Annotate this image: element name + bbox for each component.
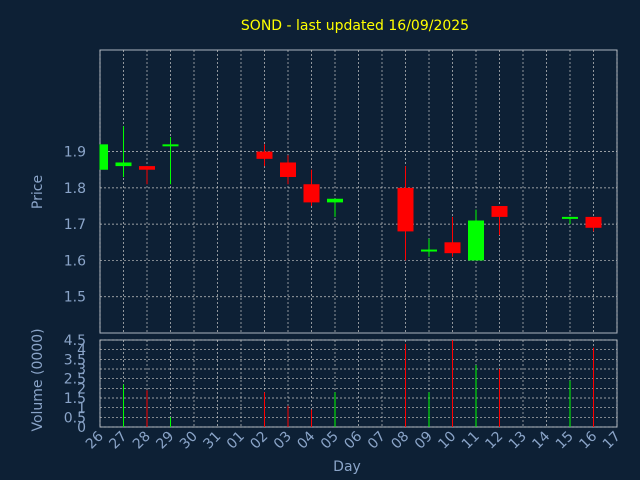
x-tick-label: 05 [318,429,342,453]
x-tick-label: 30 [177,429,201,453]
volume-tick-label: 3 [77,362,86,378]
price-tick-label: 1.8 [64,181,86,197]
volume-tick-label: 1.5 [64,391,86,407]
x-tick-label: 31 [200,429,224,453]
volume-tick-label: 0 [77,420,86,436]
candle-body [139,166,155,170]
price-panel: 1.5 1.6 1.7 1.8 1.9 [64,49,618,334]
candle-body [280,162,296,177]
x-tick-label: 29 [153,429,177,453]
x-tick-label: 28 [130,429,154,453]
candle-body [444,242,461,254]
x-tick-label: 02 [247,429,271,453]
candle-body [421,249,437,252]
volume-tick-label: 4.5 [64,333,86,349]
x-tick-label: 27 [106,429,130,453]
x-tick-label: 13 [506,429,530,453]
x-tick-label: 08 [388,429,412,453]
candle-body [100,144,108,170]
x-tick-label: 03 [271,429,295,453]
candle-body [256,151,273,159]
volume-tick-label: 0.5 [64,410,86,426]
x-tick-label: 11 [459,429,483,453]
x-tick-label: 26 [83,428,107,452]
price-tick-label: 1.6 [64,253,86,269]
x-tick-label: 17 [600,429,624,453]
volume-axis-label: Volume (0000) [30,328,46,431]
x-tick-label: 06 [341,428,365,452]
candle-body [303,184,320,203]
price-axis-label: Price [30,175,46,209]
x-axis: 26 27 28 29 30 31 01 02 03 04 05 06 07 08 09 10 11 12 13 14… [83,428,624,452]
volume-panel: 00.511.522.533.544.5 [64,333,618,436]
candle-body [162,144,179,147]
x-tick-label: 09 [412,429,436,453]
x-tick-label: 16 [576,428,600,452]
x-tick-label: 12 [482,429,506,453]
x-tick-label: 15 [553,429,577,453]
candle-body [562,216,578,219]
x-tick-label: 07 [365,429,389,453]
candle-body [327,198,343,203]
candle-body [585,216,602,228]
price-tick-label: 1.5 [64,290,86,306]
candle-body [491,206,508,217]
x-tick-label: 10 [435,429,459,453]
candle-body [397,187,414,232]
price-tick-label: 1.9 [64,145,86,161]
chart-title: SOND - last updated 16/09/2025 [241,18,469,34]
volume-tick-label: 1 [77,401,86,417]
volume-tick-label: 2 [77,381,86,397]
candle-body [468,220,484,261]
x-tick-label: 14 [529,428,553,452]
volume-tick-label: 3.5 [64,352,86,368]
x-tick-label: 04 [294,428,318,452]
price-tick-label: 1.7 [64,217,86,233]
x-tick-label: 01 [224,429,248,453]
x-axis-label: Day [333,459,361,475]
candle-body [115,162,132,167]
volume-tick-label: 2.5 [64,372,86,388]
volume-tick-label: 4 [77,343,86,359]
